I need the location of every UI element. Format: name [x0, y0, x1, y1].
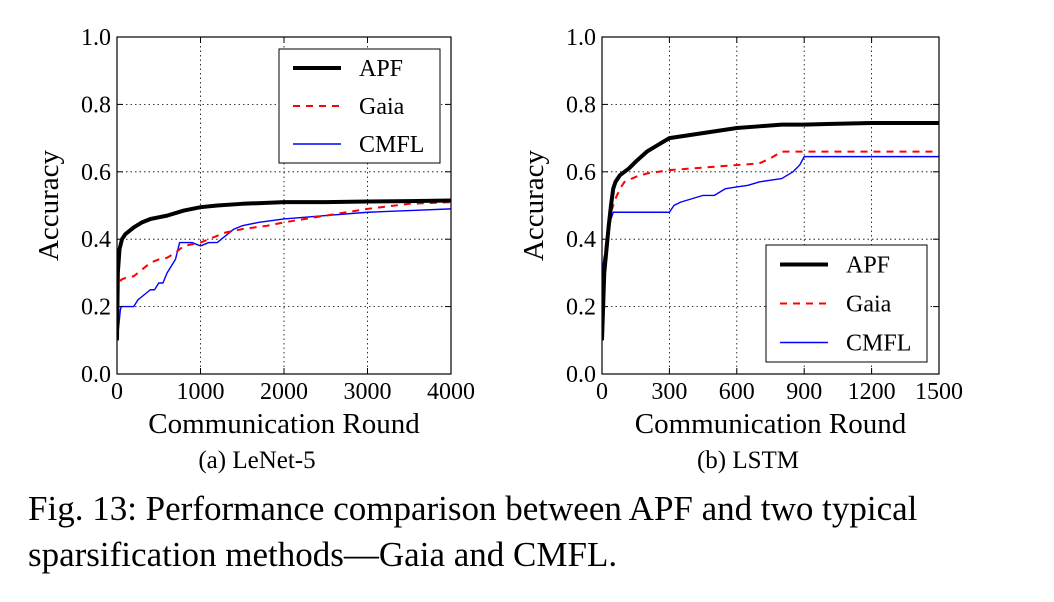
legend-label-gaia: Gaia [359, 94, 405, 120]
x-tick-label: 0 [596, 379, 608, 405]
x-axis-label: Communication Round [635, 408, 907, 440]
series-line-apf [117, 198, 451, 341]
legend-label-apf: APF [846, 253, 890, 279]
x-tick-label: 2000 [260, 379, 308, 405]
y-tick-label: 1.0 [566, 25, 596, 51]
x-tick-label: 1200 [848, 379, 896, 405]
x-tick-label: 900 [786, 379, 822, 405]
legend-label-cmfl: CMFL [359, 132, 424, 158]
chart-lenet5: 0 1000 2000 3000 4000 0.0 0.2 0.4 0.6 0.8 1.0 Commu… [33, 25, 475, 440]
y-tick-label: 0.0 [566, 362, 596, 388]
chart-lstm: 0 300 600 900 1200 1500 0.0 0.2 0.4 0.6 0.8 1.0 Comm… [518, 25, 963, 440]
plot-frame [601, 36, 940, 375]
series-line-gaia [117, 201, 451, 321]
x-tick-label: 0 [111, 379, 123, 405]
y-tick-label: 0.4 [566, 227, 596, 253]
panel-label-lstm: (b) LSTM [696, 447, 800, 474]
series-line-apf [602, 120, 939, 341]
x-tick-label: 4000 [427, 379, 475, 405]
y-tick-label: 0.2 [566, 295, 596, 321]
y-tick-label: 0.2 [81, 295, 111, 321]
y-axis-label: Accuracy [518, 149, 550, 261]
legend-label-gaia: Gaia [846, 292, 892, 318]
y-tick-label: 0.0 [81, 362, 111, 388]
x-tick-label: 300 [651, 379, 687, 405]
legend-label-cmfl: CMFL [846, 331, 911, 357]
x-axis-label: Communication Round [148, 408, 420, 440]
y-axis-label: Accuracy [33, 149, 65, 261]
x-tick-label: 600 [719, 379, 755, 405]
y-tick-label: 0.8 [566, 92, 596, 118]
y-tick-label: 0.4 [81, 227, 111, 253]
panel-label-lenet5: (a) LeNet-5 [198, 447, 316, 474]
y-tick-label: 0.6 [566, 160, 596, 186]
y-tick-label: 1.0 [81, 25, 111, 51]
x-tick-label: 1000 [177, 379, 225, 405]
y-tick-label: 0.8 [81, 92, 111, 118]
figure-caption: Fig. 13: Performance comparison between … [28, 489, 918, 574]
series-line-cmfl [117, 208, 451, 341]
legend-label-apf: APF [359, 56, 403, 82]
x-tick-label: 3000 [344, 379, 392, 405]
y-tick-label: 0.6 [81, 160, 111, 186]
x-tick-label: 1500 [915, 379, 963, 405]
